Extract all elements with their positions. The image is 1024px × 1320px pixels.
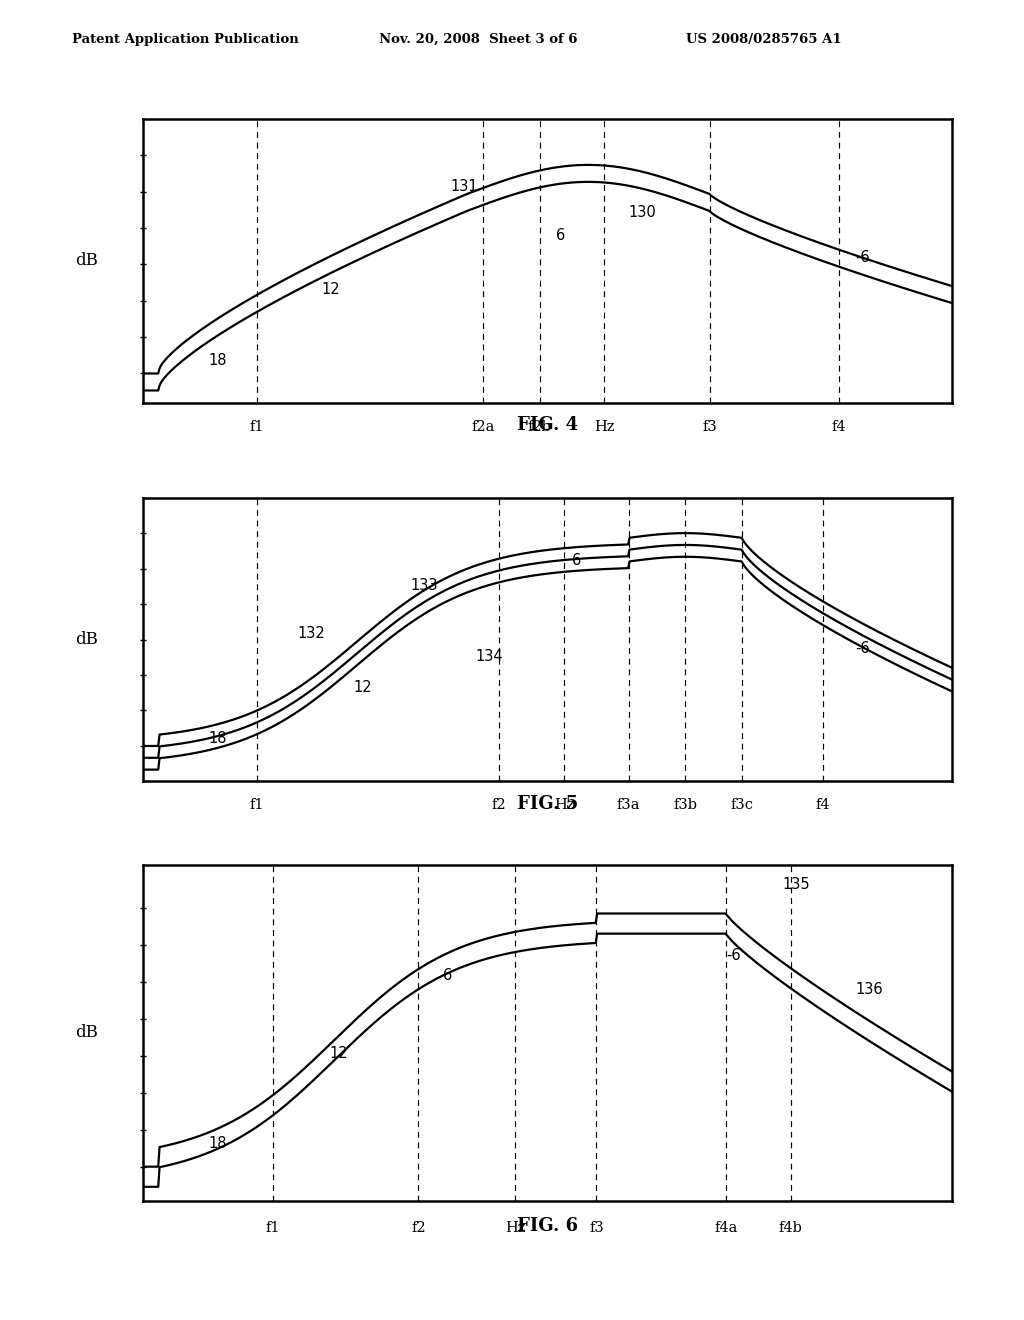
Text: f3: f3 bbox=[589, 1221, 604, 1236]
Text: f1: f1 bbox=[265, 1221, 280, 1236]
Text: f4: f4 bbox=[815, 799, 830, 813]
Text: FIG. 5: FIG. 5 bbox=[517, 795, 579, 813]
Text: Patent Application Publication: Patent Application Publication bbox=[72, 33, 298, 46]
Text: f1: f1 bbox=[250, 799, 264, 813]
Text: Nov. 20, 2008  Sheet 3 of 6: Nov. 20, 2008 Sheet 3 of 6 bbox=[379, 33, 578, 46]
Text: 18: 18 bbox=[208, 1137, 226, 1151]
Text: 12: 12 bbox=[353, 680, 373, 696]
Text: f2: f2 bbox=[411, 1221, 426, 1236]
Text: FIG. 6: FIG. 6 bbox=[517, 1217, 579, 1236]
Text: dB: dB bbox=[76, 252, 98, 269]
Text: 12: 12 bbox=[330, 1045, 348, 1060]
Text: 18: 18 bbox=[208, 352, 226, 367]
Text: 12: 12 bbox=[322, 281, 340, 297]
Text: 133: 133 bbox=[411, 578, 438, 593]
Text: US 2008/0285765 A1: US 2008/0285765 A1 bbox=[686, 33, 842, 46]
Text: 130: 130 bbox=[629, 205, 656, 220]
Text: -6: -6 bbox=[855, 251, 869, 265]
Text: f1: f1 bbox=[250, 420, 264, 434]
Text: 134: 134 bbox=[475, 649, 503, 664]
Text: 6: 6 bbox=[572, 553, 582, 568]
Text: f3c: f3c bbox=[730, 799, 754, 813]
Text: 135: 135 bbox=[782, 878, 810, 892]
Text: f4: f4 bbox=[831, 420, 847, 434]
Text: 132: 132 bbox=[297, 627, 325, 642]
Text: f3: f3 bbox=[702, 420, 717, 434]
Text: -6: -6 bbox=[726, 948, 740, 964]
Text: dB: dB bbox=[76, 1024, 98, 1041]
Text: 6: 6 bbox=[556, 227, 565, 243]
Text: f3a: f3a bbox=[617, 799, 640, 813]
Text: f2a: f2a bbox=[471, 420, 495, 434]
Text: f2b: f2b bbox=[527, 420, 552, 434]
Text: 131: 131 bbox=[451, 180, 478, 194]
Text: f2: f2 bbox=[492, 799, 507, 813]
Text: 6: 6 bbox=[442, 968, 452, 983]
Text: f4a: f4a bbox=[714, 1221, 737, 1236]
Text: Hz: Hz bbox=[594, 420, 614, 434]
Text: 136: 136 bbox=[855, 982, 883, 997]
Text: Hz: Hz bbox=[554, 799, 574, 813]
Text: Hz: Hz bbox=[505, 1221, 525, 1236]
Text: f3b: f3b bbox=[674, 799, 697, 813]
Text: dB: dB bbox=[76, 631, 98, 648]
Text: -6: -6 bbox=[855, 640, 869, 656]
Text: FIG. 4: FIG. 4 bbox=[517, 416, 579, 434]
Text: f4b: f4b bbox=[778, 1221, 803, 1236]
Text: 18: 18 bbox=[208, 731, 226, 746]
